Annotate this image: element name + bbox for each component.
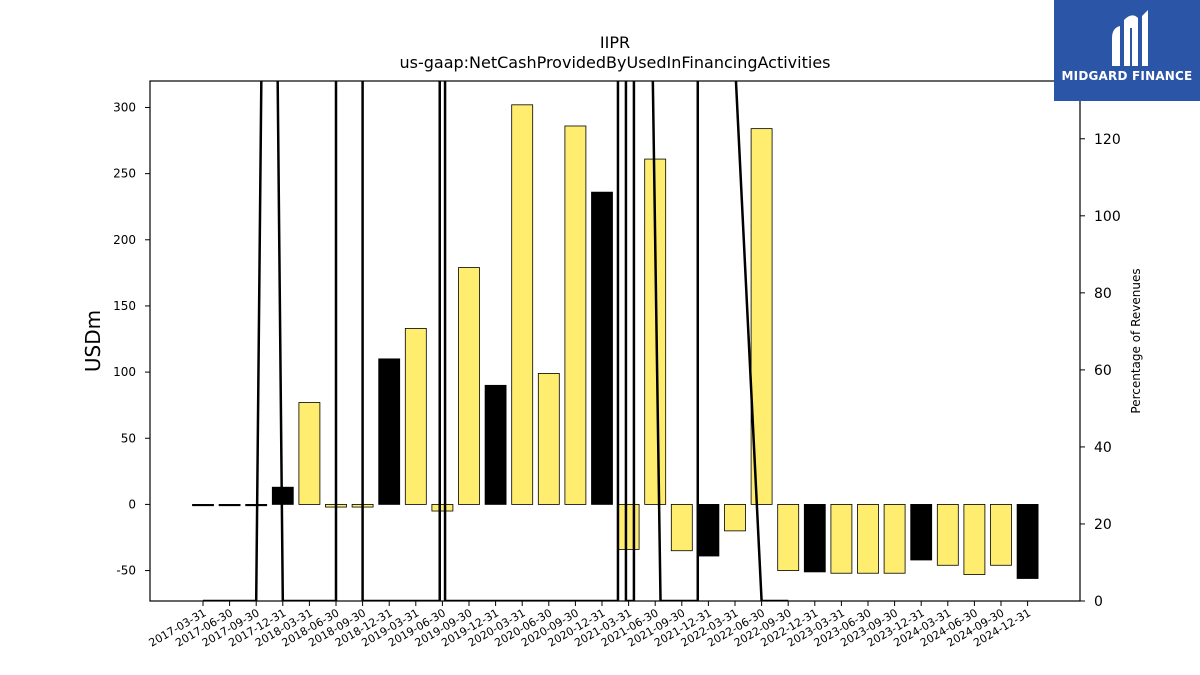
ytick-label: 250 xyxy=(113,167,136,181)
bar-2017-03-31 xyxy=(192,504,214,507)
bar-2022-03-31 xyxy=(724,504,746,532)
y2tick-label: 0 xyxy=(1094,594,1103,610)
chart-title: IIPR xyxy=(600,33,630,52)
bar-2023-06-30 xyxy=(857,504,879,574)
y-axis-label: USDm xyxy=(81,310,105,372)
bar-2019-09-30 xyxy=(458,267,480,505)
y2tick-label: 80 xyxy=(1094,286,1112,302)
bar-2023-09-30 xyxy=(883,504,906,574)
bar-2024-09-30 xyxy=(990,504,1012,566)
bar-2024-06-30 xyxy=(963,504,986,575)
brand-logo: MIDGARD FINANCE xyxy=(1054,0,1200,101)
bar-2021-12-31 xyxy=(697,504,720,557)
bar-2020-06-30 xyxy=(537,373,560,505)
bar-2022-12-31 xyxy=(803,504,826,573)
bar-2019-03-31 xyxy=(404,328,427,505)
y2tick-label: 40 xyxy=(1094,440,1112,456)
ytick-label: 100 xyxy=(113,365,136,379)
bar-2017-06-30 xyxy=(218,504,241,507)
bar-2019-06-30 xyxy=(431,504,454,512)
bar-2023-03-31 xyxy=(830,504,853,574)
bar-2022-06-30 xyxy=(750,128,773,505)
bar-2020-03-31 xyxy=(511,104,534,505)
ytick-label: 0 xyxy=(128,497,136,511)
bar-2019-12-31 xyxy=(484,384,507,505)
y2tick-label: 20 xyxy=(1094,517,1112,533)
bar-2024-12-31 xyxy=(1016,504,1039,579)
chart-subtitle: us-gaap:NetCashProvidedByUsedInFinancing… xyxy=(399,53,830,72)
bar-2021-09-30 xyxy=(670,504,693,552)
logo-mark-icon xyxy=(1112,10,1148,66)
plot-frame xyxy=(149,80,1081,602)
y2-axis-label: Percentage of Revenues xyxy=(1129,268,1143,413)
bar-2022-09-30 xyxy=(777,504,800,571)
logo-text: MIDGARD FINANCE xyxy=(1061,69,1193,83)
bar-2023-12-31 xyxy=(910,504,933,561)
bar-2024-03-31 xyxy=(936,504,959,566)
ytick-label: 150 xyxy=(113,299,136,313)
y2tick-label: 100 xyxy=(1094,209,1121,225)
bar-2018-03-31 xyxy=(298,402,321,505)
bar-2020-12-31 xyxy=(591,191,613,505)
bar-2020-09-30 xyxy=(564,125,587,505)
ytick-label: 200 xyxy=(113,233,136,247)
y2tick-label: 120 xyxy=(1094,132,1121,148)
ytick-label: 300 xyxy=(113,100,136,114)
y2tick-label: 60 xyxy=(1094,363,1112,379)
ytick-label: 50 xyxy=(121,431,136,445)
ytick-label: -50 xyxy=(116,564,136,578)
bar-2021-03-31 xyxy=(617,504,640,550)
bar-2018-12-31 xyxy=(378,358,401,505)
